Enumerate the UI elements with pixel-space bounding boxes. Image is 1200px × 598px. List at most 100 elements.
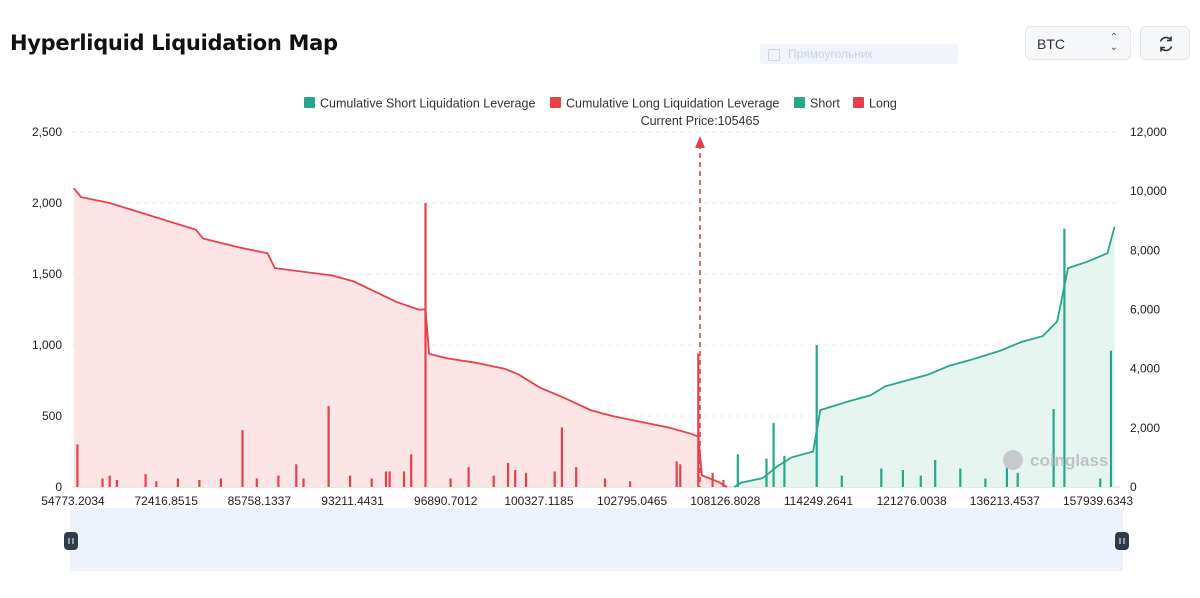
legend-swatch — [304, 97, 315, 108]
x-tick-label: 93211.4431 — [321, 494, 384, 508]
bars-layer — [76, 203, 1113, 487]
y-left-tick-label: 2,500 — [32, 125, 62, 139]
x-tick-label: 108126.8028 — [690, 494, 760, 508]
long-bar — [255, 478, 258, 487]
y-right-tick-label: 6,000 — [1130, 303, 1160, 317]
watermark: coinglass — [1003, 450, 1108, 470]
current-price-marker: Current Price:105465 — [641, 114, 760, 487]
long-bar — [155, 481, 158, 487]
long-bar — [410, 454, 413, 487]
refresh-button[interactable] — [1140, 26, 1190, 60]
short-bar — [901, 470, 904, 487]
short-bar — [919, 475, 922, 487]
page-title: Hyperliquid Liquidation Map — [10, 31, 338, 55]
ghost-placeholder: Прямоугольник — [788, 47, 873, 61]
long-bar — [722, 479, 725, 487]
y-right-tick-label: 4,000 — [1130, 362, 1160, 376]
slider-track — [70, 508, 1123, 571]
x-tick-label: 114249.2641 — [784, 494, 854, 508]
long-bar — [553, 471, 556, 487]
y-right-tick-label: 8,000 — [1130, 243, 1160, 257]
long-bar — [144, 474, 147, 487]
long-bar — [108, 475, 111, 487]
legend-swatch — [853, 97, 864, 108]
short-bar — [783, 455, 786, 487]
long-bar — [198, 479, 201, 487]
slider-handle — [1115, 532, 1129, 550]
long-bar — [514, 470, 517, 487]
chart-legend: Cumulative Short Liquidation Leverage Cum… — [304, 97, 897, 111]
y-left-tick-label: 1,500 — [32, 267, 62, 281]
long-bar — [467, 467, 470, 487]
watermark-text: coinglass — [1030, 451, 1108, 470]
short-bar — [1052, 408, 1055, 487]
chevron-updown-icon: ⌃ ⌄ — [1109, 32, 1118, 53]
long-bar — [524, 472, 528, 487]
short-bar — [815, 345, 818, 487]
long-bar — [629, 481, 632, 487]
long-bar — [424, 203, 427, 487]
short-bar — [1005, 458, 1008, 487]
cumulative-areas — [73, 188, 1115, 487]
legend-swatch — [794, 97, 805, 108]
x-tick-label: 72416.8515 — [134, 494, 198, 508]
long-bar — [675, 461, 678, 487]
current-price-label: Current Price:105465 — [641, 114, 760, 128]
cumulative-lines — [73, 187, 1116, 488]
short-bar — [1109, 350, 1113, 487]
long-bar — [327, 406, 330, 487]
short-bar — [772, 423, 775, 487]
long-bar — [101, 478, 104, 487]
long-bar — [603, 478, 607, 487]
x-tick-label: 121276.0038 — [877, 494, 947, 508]
long-bar — [302, 478, 305, 487]
cumulative-short-line — [733, 226, 1116, 488]
long-bar — [176, 478, 179, 487]
x-tick-label: 157939.6343 — [1063, 494, 1133, 508]
short-bar — [934, 460, 937, 487]
long-bar — [388, 471, 391, 487]
x-tick-label: 85758.1337 — [228, 494, 292, 508]
y-right-tick-label: 0 — [1130, 480, 1137, 494]
y-left-tick-label: 0 — [55, 480, 62, 494]
short-bar — [1099, 478, 1102, 487]
x-tick-label: 102795.0465 — [597, 494, 667, 508]
long-bar — [219, 478, 222, 487]
legend-label: Cumulative Short Liquidation Leverage — [320, 97, 535, 111]
axes: 0 500 1,000 1,500 2,000 2,500 0 2,000 4,000 6,000… — [32, 125, 1167, 508]
x-tick-label: 96890.7012 — [414, 494, 478, 508]
refresh-icon — [1159, 36, 1173, 52]
symbol-select-value: BTC — [1037, 36, 1065, 52]
y-right-tick-label: 12,000 — [1130, 125, 1167, 139]
short-bar — [984, 478, 987, 487]
long-bar — [349, 475, 352, 487]
slider-handle — [64, 532, 78, 550]
long-bar — [492, 475, 495, 487]
cumulative-long-line — [73, 187, 728, 488]
symbol-select[interactable]: BTC ⌃ ⌄ — [1025, 26, 1131, 60]
long-bar — [449, 478, 452, 487]
zoom-slider[interactable] — [64, 508, 1129, 571]
short-bar — [959, 468, 962, 487]
short-bar — [736, 454, 739, 487]
short-bar — [1016, 472, 1019, 487]
legend-label: Short — [810, 97, 840, 111]
cumulative-short-area — [734, 226, 1115, 487]
long-bar — [277, 475, 280, 487]
short-bar — [1063, 228, 1066, 487]
short-bar — [765, 458, 768, 487]
long-bar — [115, 479, 118, 487]
long-bar — [679, 464, 682, 487]
x-tick-label: 136213.4537 — [970, 494, 1040, 508]
long-bar — [384, 471, 388, 487]
current-price-arrow — [695, 136, 705, 148]
coinglass-logo-icon — [1003, 450, 1023, 470]
y-right-tick-label: 10,000 — [1130, 184, 1167, 198]
cumulative-long-area — [73, 188, 728, 487]
ghost-search-field: Прямоугольник — [760, 44, 958, 64]
short-bar — [880, 468, 883, 487]
rectangle-icon — [768, 49, 780, 61]
y-left-tick-label: 500 — [42, 409, 62, 423]
long-bar — [295, 464, 298, 487]
